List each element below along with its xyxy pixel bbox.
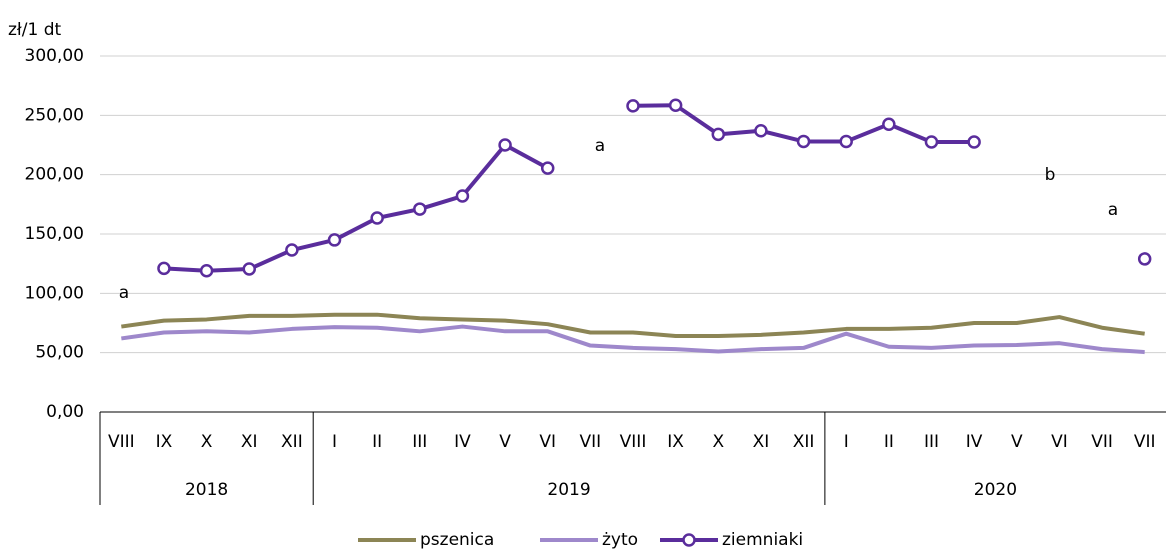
x-tick-label: XII — [281, 432, 303, 452]
x-tick-label: VIII — [620, 432, 647, 452]
x-tick-label: VII — [1134, 432, 1156, 452]
x-tick-label: VII — [580, 432, 602, 452]
annotation: a — [1108, 200, 1118, 220]
series-line — [121, 312, 1145, 339]
point — [242, 262, 256, 276]
y-tick-label: 100,00 — [25, 283, 84, 303]
x-tick-label: IX — [667, 432, 684, 452]
x-tick-label: X — [201, 432, 213, 452]
x-tick-label: VIII — [108, 432, 135, 452]
point — [754, 124, 768, 138]
point — [455, 189, 470, 203]
point — [967, 135, 981, 149]
x-tick-label: IX — [156, 432, 173, 452]
point — [1137, 252, 1152, 266]
point — [498, 138, 512, 152]
x-tick-label: IV — [454, 432, 471, 452]
point — [839, 134, 853, 149]
x-tick-label: III — [412, 432, 427, 452]
legend-marker — [682, 533, 696, 547]
annotation: b — [1045, 165, 1056, 185]
x-tick-label: VI — [539, 432, 556, 452]
point — [540, 161, 555, 175]
legend-label: pszenica — [420, 530, 494, 550]
annotation: a — [119, 283, 129, 303]
point — [327, 233, 342, 247]
y-tick-label: 0,00 — [46, 402, 84, 422]
x-tick-label: V — [499, 432, 511, 452]
group-label: 2018 — [185, 480, 228, 500]
x-tick-label: III — [924, 432, 939, 452]
point — [199, 264, 214, 278]
x-tick-label: VI — [1051, 432, 1068, 452]
series-line — [121, 324, 1145, 355]
point — [413, 202, 427, 216]
x-tick-label: XI — [241, 432, 258, 452]
y-tick-label: 250,00 — [25, 105, 84, 125]
x-tick-label: VII — [1091, 432, 1113, 452]
point — [882, 117, 896, 131]
y-axis-label: zł/1 dt — [8, 20, 61, 40]
series-line — [164, 105, 1145, 271]
x-tick-label: XI — [753, 432, 770, 452]
x-tick-label: II — [372, 432, 382, 452]
point — [285, 243, 299, 257]
x-tick-label: I — [844, 432, 849, 452]
group-label: 2020 — [974, 480, 1017, 500]
point — [626, 99, 640, 113]
group-label: 2019 — [547, 480, 590, 500]
point — [924, 135, 939, 149]
y-tick-label: 300,00 — [25, 46, 84, 66]
point — [711, 127, 726, 142]
x-tick-label: X — [712, 432, 724, 452]
x-tick-label: I — [332, 432, 337, 452]
y-tick-label: 150,00 — [25, 224, 84, 244]
point — [157, 261, 171, 276]
legend-label: żyto — [602, 530, 638, 550]
x-tick-label: V — [1011, 432, 1023, 452]
annotation: a — [595, 136, 605, 156]
point — [370, 211, 384, 225]
legend-label: ziemniaki — [722, 530, 803, 550]
y-tick-label: 200,00 — [25, 165, 84, 185]
y-tick-label: 50,00 — [35, 343, 84, 363]
x-tick-label: II — [884, 432, 894, 452]
x-tick-label: IV — [966, 432, 983, 452]
x-tick-label: XII — [793, 432, 815, 452]
point — [796, 134, 811, 149]
point — [668, 98, 683, 112]
